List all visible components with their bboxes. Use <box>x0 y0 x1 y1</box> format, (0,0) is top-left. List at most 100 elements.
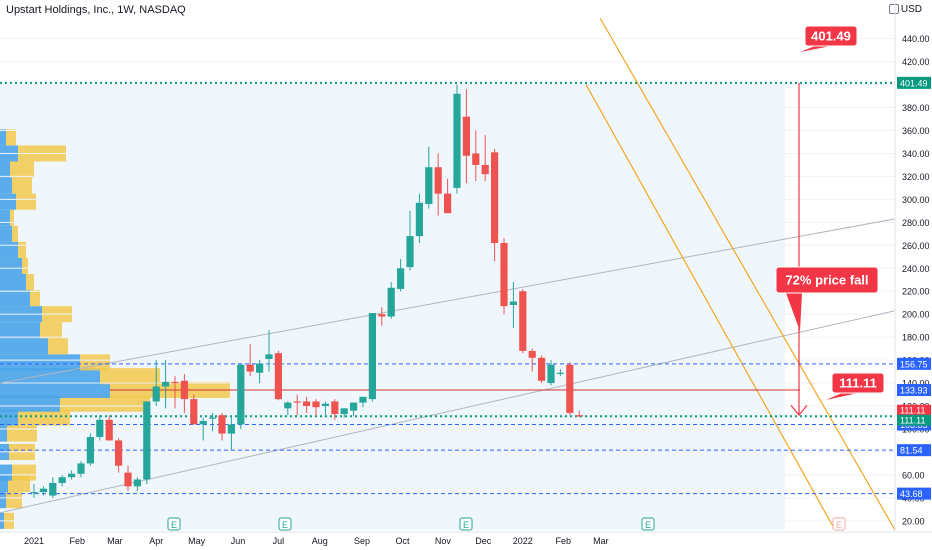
currency-selector[interactable]: USD <box>888 4 922 15</box>
price-tag-label: 133.93 <box>900 386 928 396</box>
x-tick-label: Apr <box>149 536 163 546</box>
earnings-marker-label: E <box>282 520 288 530</box>
volume-profile-bar <box>12 225 18 242</box>
candle-body <box>321 403 329 407</box>
candle-body <box>274 353 282 400</box>
callout-box <box>831 372 885 394</box>
earnings-marker: E <box>832 517 846 531</box>
x-tick-label: Feb <box>555 536 571 546</box>
y-tick-label: 280.00 <box>902 218 930 228</box>
x-tick-label: 2022 <box>513 536 533 546</box>
measure-arrowhead <box>790 404 808 417</box>
candle-body <box>199 420 207 425</box>
price-tag-label: 81.54 <box>900 446 923 456</box>
volume-profile-bar <box>6 129 16 146</box>
candle-body <box>105 419 113 441</box>
candle-body <box>227 424 235 434</box>
candle-body <box>180 380 188 400</box>
volume-profile-bar <box>48 338 68 355</box>
callout-box <box>775 266 879 294</box>
candle-body <box>359 396 367 403</box>
candle-body <box>237 364 245 425</box>
candle-body <box>538 357 546 381</box>
candle-body <box>575 415 583 417</box>
x-tick-label: Feb <box>69 536 85 546</box>
callout-box <box>804 25 858 47</box>
callout-text: 111.11 <box>839 376 877 391</box>
candle-body <box>397 268 405 289</box>
volume-profile-bar <box>0 177 12 194</box>
volume-profile-bar <box>30 290 40 307</box>
earnings-marker: E <box>459 517 473 531</box>
volume-profile-bar <box>12 177 32 194</box>
volume-profile-bar <box>16 193 36 210</box>
price-tag <box>897 487 931 500</box>
callout-pointer <box>826 393 858 400</box>
candle-body <box>152 386 160 402</box>
x-tick-label: Aug <box>312 536 328 546</box>
y-tick-label: 360.00 <box>902 126 930 136</box>
candle-body <box>481 164 489 175</box>
volume-profile-bar <box>0 381 110 398</box>
earnings-marker-label: E <box>836 520 842 530</box>
candle-body <box>406 236 414 268</box>
volume-profile-bar <box>0 193 16 210</box>
candle-body <box>312 401 320 408</box>
price-tag-label: 156.75 <box>900 359 928 369</box>
volume-profile-bar <box>0 290 30 307</box>
candle-body <box>453 93 461 188</box>
candle-body <box>340 408 348 415</box>
candle-body <box>96 419 104 438</box>
earnings-marker-box <box>167 517 181 531</box>
x-tick-label: Sep <box>354 536 370 546</box>
candle-body <box>425 167 433 204</box>
x-tick-label: Mar <box>593 536 609 546</box>
candle-body <box>162 381 170 387</box>
candle-body <box>133 479 141 487</box>
y-tick-label: 380.00 <box>902 103 930 113</box>
callout-low: 111.11 <box>826 372 885 400</box>
volume-profile-bar <box>18 241 26 258</box>
volume-profile-bar <box>0 338 48 355</box>
y-tick-label: 420.00 <box>902 57 930 67</box>
candle-body <box>350 402 358 411</box>
y-tick-label: 20.00 <box>902 516 925 526</box>
candle-body <box>491 152 499 244</box>
earnings-marker-box <box>641 517 655 531</box>
earnings-marker-label: E <box>463 520 469 530</box>
y-tick-label: 60.00 <box>902 470 925 480</box>
earnings-marker-label: E <box>645 520 651 530</box>
x-tick-label: Dec <box>475 536 492 546</box>
earnings-marker-box <box>278 517 292 531</box>
earnings-marker: E <box>167 517 181 531</box>
currency-label: USD <box>900 4 922 15</box>
candle-body <box>528 350 536 358</box>
candle-body <box>415 202 423 237</box>
volume-profile-bar <box>0 492 6 509</box>
price-tag <box>897 357 931 370</box>
candle-body <box>472 153 480 165</box>
callout-percent-fall: 72% price fall <box>775 266 879 331</box>
price-tag <box>897 444 931 457</box>
price-tag-label: 401.49 <box>900 78 928 88</box>
callout-pointer <box>786 293 802 331</box>
callout-text: 401.49 <box>811 29 851 44</box>
candle-body <box>293 401 301 403</box>
volume-profile-bar <box>10 209 14 226</box>
volume-profile-bar <box>0 161 10 178</box>
volume-profile-bar <box>26 274 34 291</box>
candle-body <box>190 399 198 425</box>
candle-body <box>303 401 311 407</box>
volume-profile-bar <box>0 209 10 226</box>
volume-profile-bar <box>22 257 28 274</box>
x-tick-label: Oct <box>395 536 410 546</box>
callout-pointer <box>800 46 831 52</box>
candle-body <box>68 473 76 478</box>
y-tick-label: 200.00 <box>902 310 930 320</box>
candle-body <box>49 482 57 496</box>
candle-body <box>256 363 264 373</box>
volume-profile-bar <box>0 241 18 258</box>
earnings-marker: E <box>641 517 655 531</box>
y-tick-label: 220.00 <box>902 287 930 297</box>
